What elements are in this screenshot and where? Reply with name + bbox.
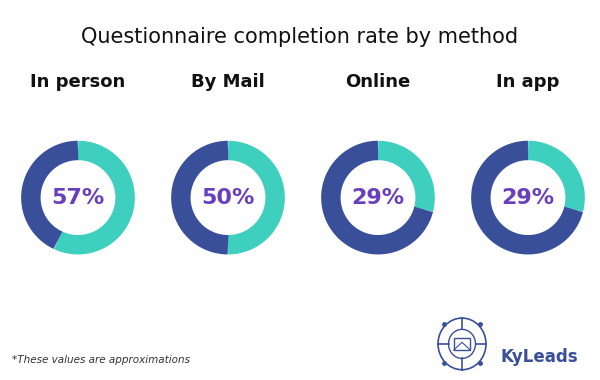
Text: 29%: 29% xyxy=(502,188,554,207)
Text: Questionnaire completion rate by method: Questionnaire completion rate by method xyxy=(82,27,518,47)
Text: KyLeads: KyLeads xyxy=(501,348,578,366)
Text: By Mail: By Mail xyxy=(191,73,265,91)
Text: *These values are approximations: *These values are approximations xyxy=(12,355,190,365)
Text: In app: In app xyxy=(496,73,560,91)
Text: In person: In person xyxy=(31,73,125,91)
FancyBboxPatch shape xyxy=(454,339,470,350)
Text: 29%: 29% xyxy=(352,188,404,207)
Text: 57%: 57% xyxy=(52,188,104,207)
Text: Online: Online xyxy=(346,73,410,91)
Text: 50%: 50% xyxy=(202,188,254,207)
